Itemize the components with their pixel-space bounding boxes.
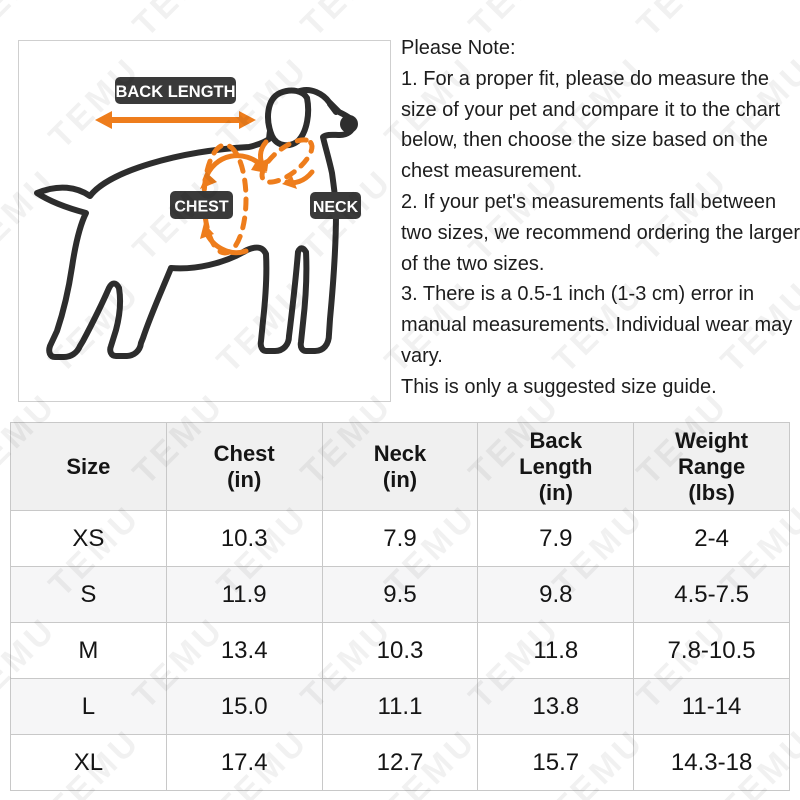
table-cell: 9.5 bbox=[321, 566, 479, 623]
table-cell: 11-14 bbox=[633, 678, 790, 735]
table-cell: L bbox=[10, 678, 167, 735]
size-table: Size Chest (in) Neck (in) Back Length (i… bbox=[10, 422, 790, 791]
note-item-4: This is only a suggested size guide. bbox=[401, 375, 717, 398]
back-length-arrow bbox=[95, 111, 256, 129]
temu-watermark: TEMU bbox=[126, 0, 233, 45]
dog-ear bbox=[265, 87, 312, 149]
table-cell: XL bbox=[10, 734, 167, 791]
table-row: L 15.0 11.1 13.8 11-14 bbox=[10, 678, 790, 735]
col-header-size: Size bbox=[10, 422, 167, 511]
back-length-label: BACK LENGTH bbox=[115, 83, 235, 101]
measurement-diagram: BACK LENGTH CHEST NECK bbox=[18, 40, 391, 402]
note-item-1: 1. For a proper fit, please do measure t… bbox=[401, 67, 781, 183]
notes-block: Please Note: 1. For a proper fit, please… bbox=[401, 33, 800, 403]
dog-illustration bbox=[34, 87, 356, 360]
table-cell: 11.9 bbox=[165, 566, 323, 623]
col-header-neck: Neck (in) bbox=[321, 422, 479, 511]
col-header-weight-range: Weight Range (lbs) bbox=[633, 422, 790, 511]
col-header-chest: Chest (in) bbox=[165, 422, 323, 511]
table-cell: M bbox=[10, 622, 167, 679]
table-cell: XS bbox=[10, 510, 167, 567]
chest-label: CHEST bbox=[174, 199, 228, 216]
col-header-back-length: Back Length (in) bbox=[477, 422, 635, 511]
diagram-labels: BACK LENGTH CHEST NECK bbox=[115, 77, 361, 219]
table-cell: S bbox=[10, 566, 167, 623]
table-cell: 7.8-10.5 bbox=[633, 622, 790, 679]
table-cell: 11.1 bbox=[321, 678, 479, 735]
table-cell: 4.5-7.5 bbox=[633, 566, 790, 623]
table-cell: 13.8 bbox=[477, 678, 635, 735]
note-item-2: 2. If your pet's measurements fall betwe… bbox=[401, 190, 800, 275]
table-cell: 12.7 bbox=[321, 734, 479, 791]
temu-watermark: TEMU bbox=[294, 0, 401, 45]
table-cell: 2-4 bbox=[633, 510, 790, 567]
dog-measurement-illustration: BACK LENGTH CHEST NECK bbox=[34, 77, 361, 360]
table-row: XS 10.3 7.9 7.9 2-4 bbox=[10, 510, 790, 567]
neck-label-bg bbox=[310, 192, 361, 219]
chest-label-bg bbox=[170, 191, 233, 219]
table-cell: 7.9 bbox=[321, 510, 479, 567]
table-cell: 15.0 bbox=[165, 678, 323, 735]
back-length-label-bg bbox=[115, 77, 236, 104]
table-cell: 7.9 bbox=[477, 510, 635, 567]
table-cell: 13.4 bbox=[165, 622, 323, 679]
table-cell: 11.8 bbox=[477, 622, 635, 679]
table-cell: 10.3 bbox=[321, 622, 479, 679]
notes-title: Please Note: bbox=[401, 37, 516, 59]
neck-label: NECK bbox=[313, 199, 359, 216]
temu-watermark: TEMU bbox=[0, 0, 65, 45]
table-header-row: Size Chest (in) Neck (in) Back Length (i… bbox=[10, 422, 790, 511]
table-cell: 15.7 bbox=[477, 734, 635, 791]
table-row: XL 17.4 12.7 15.7 14.3-18 bbox=[10, 734, 790, 791]
dog-nose bbox=[340, 115, 358, 133]
table-row: M 13.4 10.3 11.8 7.8-10.5 bbox=[10, 622, 790, 679]
table-cell: 10.3 bbox=[165, 510, 323, 567]
table-cell: 17.4 bbox=[165, 734, 323, 791]
table-row: S 11.9 9.5 9.8 4.5-7.5 bbox=[10, 566, 790, 623]
dog-brow-line bbox=[327, 101, 339, 115]
table-cell: 9.8 bbox=[477, 566, 635, 623]
note-item-3: 3. There is a 0.5-1 inch (1-3 cm) error … bbox=[401, 283, 793, 367]
table-cell: 14.3-18 bbox=[633, 734, 790, 791]
